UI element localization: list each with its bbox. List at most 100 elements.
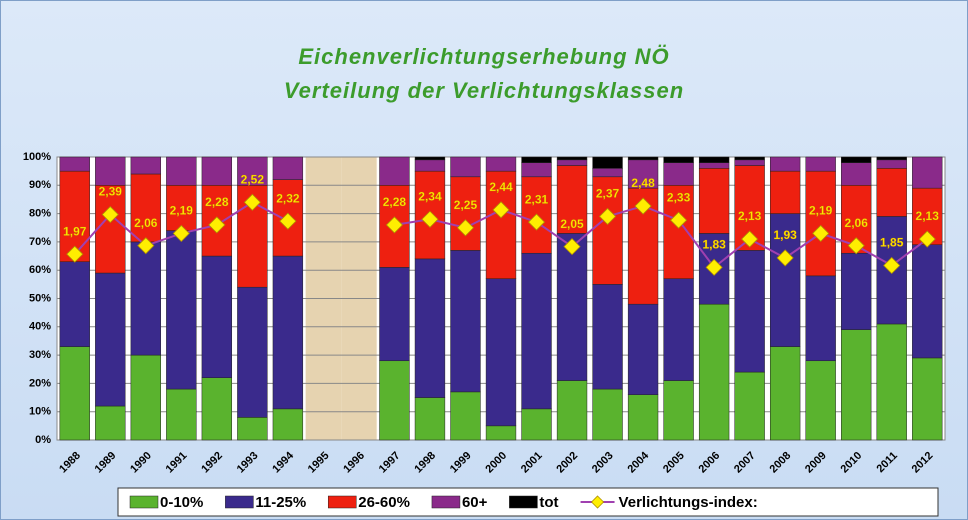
bar-segment — [59, 170, 90, 262]
index-marker — [279, 212, 297, 230]
legend-swatch — [431, 495, 461, 509]
index-label: 2,05 — [560, 217, 584, 231]
bar-segment — [805, 275, 836, 362]
bar-segment — [805, 170, 836, 277]
index-marker — [634, 197, 652, 215]
index-label: 1,85 — [880, 236, 904, 250]
bar-segment — [130, 354, 161, 441]
bar-segment — [414, 397, 446, 441]
bar-segment — [627, 156, 659, 161]
bar-segment — [912, 244, 943, 359]
legend-label: tot — [539, 494, 558, 511]
index-label: 2,31 — [525, 192, 549, 206]
bar-segment — [272, 408, 304, 441]
index-label: 1,97 — [63, 224, 87, 238]
bar-segment — [556, 233, 588, 381]
index-marker — [385, 216, 404, 234]
bar-segment — [166, 156, 197, 186]
bar-segment — [592, 284, 623, 390]
bar-segment — [485, 278, 517, 427]
bar-segment — [876, 159, 907, 169]
bar-segment — [272, 156, 304, 180]
y-tick-label: 20% — [29, 377, 51, 389]
index-marker — [847, 237, 865, 255]
y-tick-label: 100% — [23, 151, 51, 163]
index-label: 2,13 — [738, 209, 762, 223]
legend-label: 11-25% — [255, 494, 306, 511]
y-tick-label: 70% — [29, 236, 51, 248]
bar-segment — [556, 156, 588, 161]
bar-segment — [379, 156, 410, 186]
index-marker — [883, 256, 901, 275]
bar-segment — [627, 303, 659, 395]
legend-label: 0-10% — [160, 494, 203, 511]
legend-swatch — [509, 495, 538, 509]
bar-segment — [379, 360, 410, 441]
bar-segment — [876, 156, 907, 161]
bar-segment — [201, 255, 233, 378]
index-label: 2,48 — [631, 176, 655, 190]
y-tick-label: 10% — [29, 406, 51, 418]
index-label: 1,83 — [702, 238, 726, 252]
bar-segment — [592, 156, 623, 169]
index-marker — [492, 201, 510, 219]
bar-segment — [592, 176, 623, 285]
index-label: 2,33 — [667, 190, 691, 204]
bar-segment — [201, 377, 233, 441]
bar-segment — [95, 156, 126, 186]
index-marker — [563, 238, 581, 256]
bar-segment — [876, 323, 907, 441]
legend-swatch — [225, 495, 254, 509]
legend-swatch — [327, 495, 357, 509]
bar-segment — [450, 156, 481, 178]
bar-segment — [698, 156, 730, 163]
index-marker — [66, 245, 84, 263]
index-marker — [172, 224, 190, 242]
bar-segment — [521, 252, 552, 410]
bar-segment — [166, 185, 197, 231]
bar-segment — [166, 230, 197, 390]
bar-segment — [805, 156, 836, 172]
legend-swatch — [129, 495, 159, 509]
index-marker — [741, 230, 759, 248]
bar-segment — [414, 159, 446, 172]
bar-segment — [556, 159, 588, 166]
bar-segment — [734, 250, 765, 373]
index-label: 2,25 — [454, 198, 478, 212]
index-label: 2,19 — [170, 204, 194, 218]
bar-segment — [130, 173, 161, 243]
bar-segment — [734, 159, 765, 166]
bar-segment — [841, 156, 872, 163]
index-marker — [670, 211, 688, 229]
bar-segment — [698, 303, 730, 441]
index-label: 2,39 — [99, 185, 123, 199]
bar-segment — [698, 162, 730, 169]
bar-segment — [841, 329, 872, 441]
index-marker — [208, 216, 226, 234]
bar-segment — [59, 156, 90, 172]
index-marker — [137, 237, 155, 255]
bar-segment — [95, 405, 126, 441]
y-tick-label: 60% — [29, 264, 51, 276]
index-marker — [243, 193, 261, 211]
bar-segment — [521, 408, 552, 441]
index-label: 2,34 — [418, 189, 442, 203]
index-marker — [598, 207, 617, 225]
bar-segment — [876, 216, 907, 325]
index-label: 2,32 — [276, 191, 300, 205]
bar-segment — [59, 261, 90, 347]
bar-segment — [663, 162, 694, 186]
index-label: 2,52 — [241, 172, 265, 186]
legend-marker — [590, 495, 605, 509]
index-line — [394, 204, 928, 269]
index-label: 2,37 — [596, 187, 620, 201]
bar-segment — [485, 170, 517, 279]
index-label: 2,28 — [383, 195, 407, 209]
bar-segment — [592, 168, 623, 178]
bar-segment — [414, 156, 446, 161]
legend-label: Verlichtungs-index: — [619, 494, 758, 511]
bar-segment — [379, 267, 410, 362]
bar-segment — [450, 250, 481, 393]
index-marker — [456, 219, 475, 237]
